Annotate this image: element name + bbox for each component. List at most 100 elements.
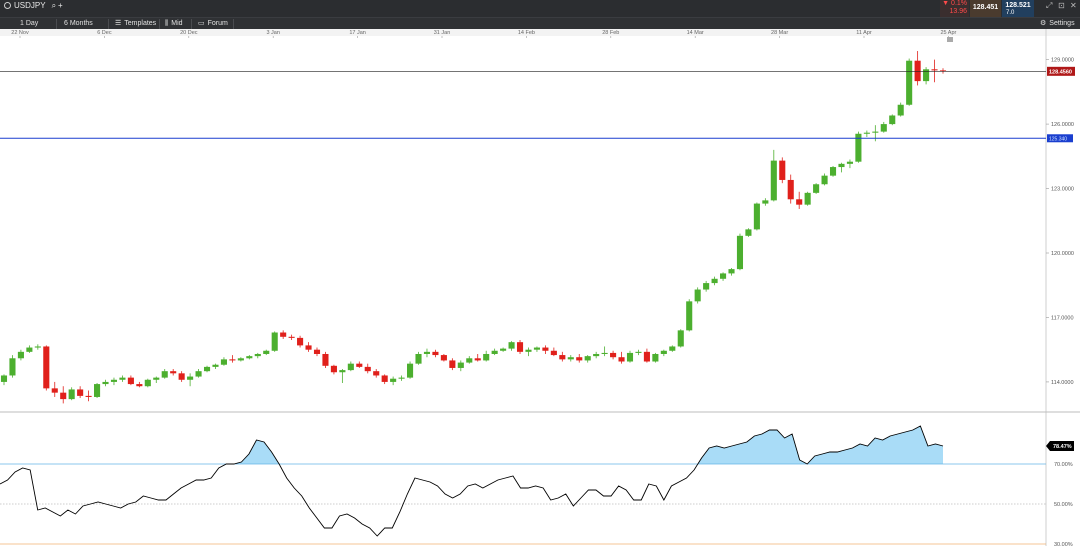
divider [108,19,109,29]
x-tick-label: 14 Feb [518,30,535,36]
candle-body [102,381,109,385]
candle-body [26,347,33,352]
rsi-line [0,425,944,537]
candle [559,351,566,362]
chart-area[interactable]: 22 Nov 6 Dec 20 Dec 3 Jan 17 Jan 31 Jan 14 Feb… [0,29,1080,546]
candle-body [542,347,549,351]
candle-body [330,365,337,373]
x-tick-label: 25 Apr [940,30,956,36]
candle-body [237,358,244,361]
candle [398,375,405,381]
candle [626,350,634,363]
candle-body [136,384,143,387]
candle-body [770,160,777,201]
add-tab-button[interactable]: + [58,0,63,12]
y-tick-label: 129.0000 [1051,58,1074,64]
candle [440,353,447,362]
candle [212,363,219,370]
candle-body [85,395,92,397]
candle [669,345,676,352]
candle [601,346,608,357]
x-tick-label: 31 Jan [434,30,451,36]
y-tick-label: 126.0000 [1051,122,1074,128]
close-icon[interactable]: ✕ [1070,1,1077,10]
mid-button[interactable]: ⫼ Mid [165,18,183,30]
candle [339,369,346,383]
candle [584,355,591,363]
candle-body [939,70,947,72]
candle-body [635,351,642,353]
candle-body [271,332,278,351]
candle [694,287,701,304]
candle-body [914,60,921,82]
candle [0,374,8,386]
sell-button[interactable]: 128.451 [970,0,1001,17]
symbol-tab[interactable]: USDJPY ⌕ [4,0,56,12]
restore-icon[interactable]: ⊡ [1058,1,1065,10]
candle-body [779,160,786,180]
candle-body [288,336,295,338]
interval-button[interactable]: 1 Day [20,18,38,30]
candle-body [533,347,540,350]
forum-button[interactable]: ▭ Forum [198,18,228,30]
candle [330,364,337,375]
candle-body [838,163,845,168]
candle-body [457,362,464,368]
candle [593,351,600,359]
candle [305,342,312,352]
candle [542,345,549,354]
candle [313,347,321,357]
candle [280,330,287,339]
x-tick-label: 14 Mar [687,30,704,36]
candle [364,363,371,374]
candle-body [119,377,126,380]
candle-body [34,346,41,348]
candle [770,149,777,202]
calendar-icon [947,37,953,42]
candle-body [373,371,380,376]
candle [127,375,134,386]
horizontal-level-label: 125.340 [1049,136,1067,142]
candle-body [381,375,388,382]
buy-button[interactable]: 128.521 7.0 [1002,0,1034,17]
candle [821,173,828,186]
candle [407,361,414,379]
candle-body [652,353,659,362]
candle-body [525,349,532,352]
candle-body [43,346,50,389]
candle-body [711,278,718,284]
search-icon[interactable]: ⌕ [51,1,57,10]
candle-body [593,353,600,357]
candle-body [728,269,735,274]
candle-body [601,352,608,354]
templates-button[interactable]: ☰ Templates [115,18,156,30]
candle-body [660,350,667,354]
candle-body [491,350,498,354]
candle [457,360,464,372]
candle [288,334,295,341]
range-button[interactable]: 6 Months [64,18,93,30]
candle [432,349,439,358]
date-strip [0,29,1080,36]
candle-body [736,235,744,270]
x-axis: 22 Nov 6 Dec 20 Dec 3 Jan 17 Jan 31 Jan 14 Feb… [11,30,957,42]
candle-body [398,377,405,379]
candle [102,379,109,387]
rsi-tick-label: 30.00% [1054,542,1073,546]
candle [483,350,490,362]
settings-button[interactable]: ⚙ Settings [1040,18,1075,30]
candle-body [195,371,202,377]
candle-body [906,60,913,105]
candle [660,349,667,357]
interval-label: 1 Day [20,20,39,27]
popout-icon[interactable]: ⤢ [1046,1,1053,10]
candle-body [855,133,862,162]
candle [677,329,684,348]
candle-body [77,389,84,396]
candle [508,341,515,351]
candle [855,131,862,163]
candle [652,352,659,363]
candle-body [483,353,490,361]
candle-body [787,179,794,200]
settings-label: Settings [1049,20,1075,27]
